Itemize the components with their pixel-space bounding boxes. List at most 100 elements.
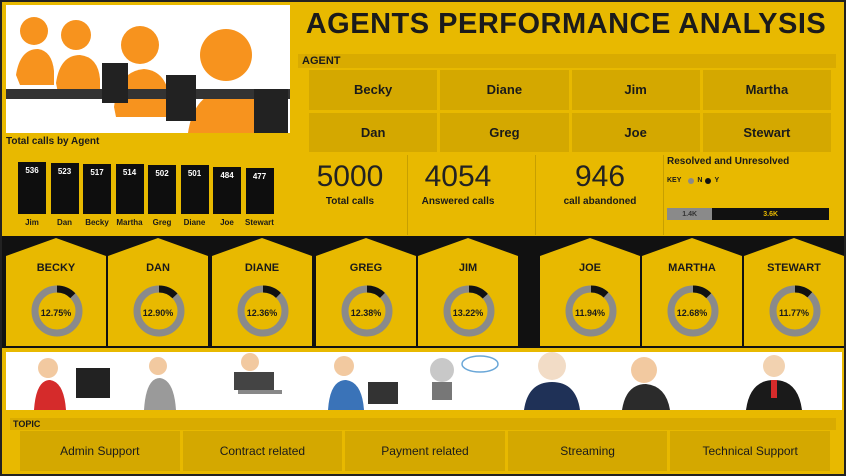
bar-value-label: 517 [90,168,104,177]
donut-share-arc [237,285,289,337]
calls-by-agent-chart: 536 Jim 523 Dan 517 Becky 514 Martha 502 Greg 501 D… [8,150,290,230]
bar-value-label: 514 [122,168,137,177]
character-6 [524,352,580,410]
bar-category-label: Dan [56,218,73,227]
agent-card-name: GREG [349,262,383,274]
bar-value-label: 484 [220,171,234,180]
legend-y-dot [705,177,712,184]
character-8 [746,355,802,410]
bar-category-label: Diane [183,218,206,227]
calls-by-agent-title: Total calls by Agent [6,136,100,147]
topic-option-payment-related[interactable]: Payment related [345,431,505,471]
character-4 [328,356,398,410]
agent-share-donut[interactable] [666,284,720,338]
kpi-call-abandoned-value: 946 [574,160,626,193]
bar-stewart[interactable]: 477 [245,168,274,214]
agent-option-dan[interactable]: Dan [309,112,438,152]
kpi-call-abandoned: 946 call abandoned [540,160,660,232]
agent-card-joe[interactable]: JOE 11.94% [540,238,640,346]
agent-card-name: BECKY [36,262,76,274]
call-center-agents-image [6,5,290,133]
bar-diane[interactable]: 501 [180,165,209,214]
agent-card-name: STEWART [767,262,821,274]
agent-share-label: 12.90% [142,308,174,318]
kpi-answered-calls-value: 4054 [424,160,492,193]
bar-joe[interactable]: 484 [213,167,241,214]
agent-card-jim[interactable]: JIM 13.22% [418,238,518,346]
unresolved-value: 1.4K [682,210,698,218]
agent-share-label: 12.75% [40,308,72,318]
bar-value-label: 536 [25,166,39,175]
agent-share-label: 13.22% [452,308,484,318]
agent-card-martha[interactable]: MARTHA 12.68% [642,238,742,346]
agent-option-martha[interactable]: Martha [702,70,831,110]
agent-share-label: 12.38% [350,308,382,318]
donut-share-arc [133,285,185,337]
agent-share-donut[interactable] [564,284,618,338]
agent-figure-2 [56,20,100,93]
agent-card-name: MARTHA [668,262,716,274]
agent-option-joe[interactable]: Joe [571,112,700,152]
agent-share-donut[interactable] [30,284,84,338]
resolved-legend: KEY N Y [667,177,719,184]
bar-value-label: 523 [57,167,72,176]
character-2 [144,357,176,410]
agent-option-greg[interactable]: Greg [440,112,569,152]
agent-option-becky[interactable]: Becky [309,70,438,110]
topic-option-contract-related[interactable]: Contract related [182,431,343,471]
kpi-total-calls-label: Total calls [325,196,375,207]
agent-card-diane[interactable]: DIANE 12.36% [212,238,312,346]
donut-share-arc [443,285,495,337]
agent-option-stewart[interactable]: Stewart [702,112,831,152]
bar-category-label: Becky [85,218,109,227]
bar-category-label: Joe [220,218,234,227]
legend-key-label: KEY [667,177,682,184]
topic-option-streaming[interactable]: Streaming [507,431,668,471]
topic-option-technical-support[interactable]: Technical Support [670,431,830,471]
character-3 [234,353,282,394]
donut-share-arc [341,285,393,337]
agent-share-donut[interactable] [442,284,496,338]
kpi-answered-calls: 4054 Answered calls [398,160,518,232]
kpi-call-abandoned-label: call abandoned [563,196,637,207]
resolved-value: 3.6K [763,210,779,218]
bar-category-label: Jim [25,218,39,227]
agent-slicer: Becky Diane Jim Martha Dan Greg Joe Stew… [309,70,831,152]
unresolved-segment: 1.4K [667,208,713,220]
bar-value-label: 501 [187,169,202,178]
agent-option-diane[interactable]: Diane [440,70,569,110]
bar-value-label: 477 [252,172,267,181]
resolved-chart-title: Resolved and Unresolved [667,156,790,167]
agent-share-donut[interactable] [132,284,186,338]
agent-card-stewart[interactable]: STEWART 11.77% [744,238,844,346]
page-title: AGENTS PERFORMANCE ANALYSIS [305,8,827,40]
agent-card-name: DIANE [244,262,280,274]
agent-card-dan[interactable]: DAN 12.90% [108,238,208,346]
bar-category-label: Martha [116,218,143,227]
agent-card-becky[interactable]: BECKY 12.75% [6,238,106,346]
topic-option-admin-support[interactable]: Admin Support [20,431,180,471]
bar-dan[interactable]: 523 [50,163,79,214]
donut-share-arc [769,285,821,337]
bar-greg[interactable]: 502 [148,165,176,214]
agent-card-name: DAN [146,262,170,274]
agent-share-label: 11.94% [574,308,606,318]
donut-share-arc [565,285,617,337]
agent-card-name: JOE [578,262,601,274]
character-5 [430,355,499,400]
bar-jim[interactable]: 536 [18,162,46,214]
bar-becky[interactable]: 517 [83,164,111,214]
bar-martha[interactable]: 514 [115,164,144,214]
agent-share-donut[interactable] [236,284,290,338]
agent-share-donut[interactable] [768,284,822,338]
character-1 [34,358,110,410]
agent-card-greg[interactable]: GREG 12.38% [316,238,416,346]
topic-slicer-header: TOPIC [10,418,836,430]
kpi-total-calls-value: 5000 [316,160,384,193]
kpi-answered-calls-label: Answered calls [421,196,495,207]
legend-n-dot [688,177,695,184]
agent-option-jim[interactable]: Jim [571,70,700,110]
agent-share-donut[interactable] [340,284,394,338]
agent-share-label: 12.68% [676,308,708,318]
agent-card-name: JIM [458,262,478,274]
